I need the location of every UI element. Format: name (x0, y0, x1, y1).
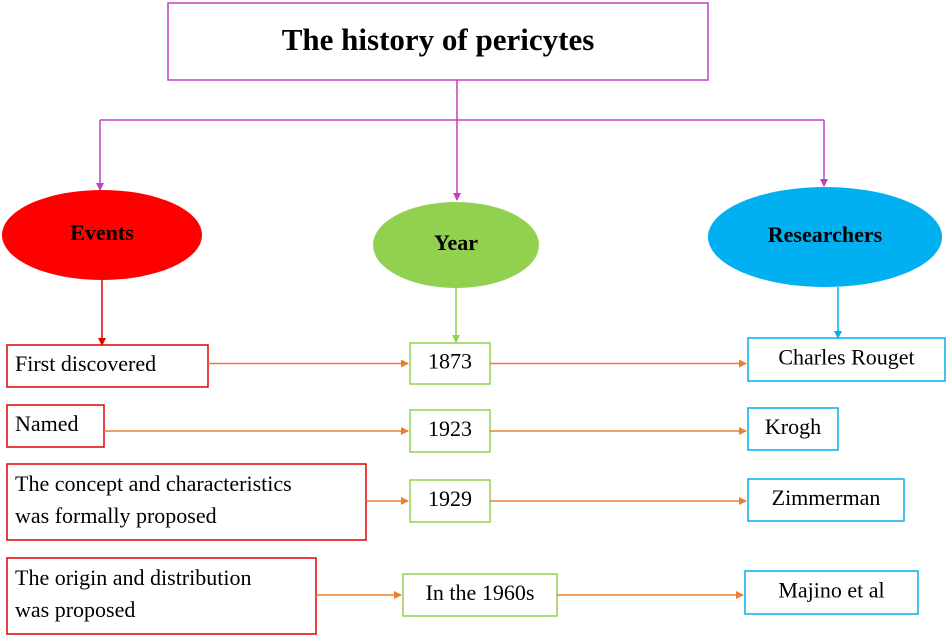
researcher-text: Charles Rouget (778, 345, 914, 370)
researchers-header: Researchers (768, 222, 883, 247)
event-text: Named (15, 411, 79, 436)
year-box (409, 479, 491, 523)
year-box (409, 409, 491, 453)
researcher-text: Zimmerman (772, 485, 881, 510)
events-ellipse (2, 190, 202, 280)
events-header: Events (70, 220, 134, 245)
year-box (409, 342, 491, 385)
event-text: was proposed (15, 597, 135, 622)
event-box (6, 344, 209, 388)
event-text: was formally proposed (15, 503, 217, 528)
year-header: Year (434, 230, 478, 255)
researcher-box (747, 407, 839, 451)
connectors (96, 80, 828, 201)
researcher-box (744, 570, 919, 615)
event-box (6, 404, 105, 448)
event-text: The origin and distribution (15, 565, 251, 590)
year-text: 1923 (428, 416, 472, 441)
event-text: The concept and characteristics (15, 471, 292, 496)
researcher-text: Krogh (765, 414, 821, 439)
year-ellipse (373, 202, 539, 288)
event-box (6, 557, 317, 635)
researcher-text: Majino et al (778, 578, 884, 603)
year-text: 1929 (428, 486, 472, 511)
title: The history of pericytes (282, 22, 595, 57)
researcher-box (747, 478, 905, 522)
event-box (6, 463, 367, 541)
researcher-box (747, 337, 946, 382)
event-text: First discovered (15, 351, 156, 376)
researchers-ellipse (708, 187, 942, 287)
year-text: 1873 (428, 349, 472, 374)
year-text: In the 1960s (426, 580, 535, 605)
title-box (167, 2, 709, 81)
